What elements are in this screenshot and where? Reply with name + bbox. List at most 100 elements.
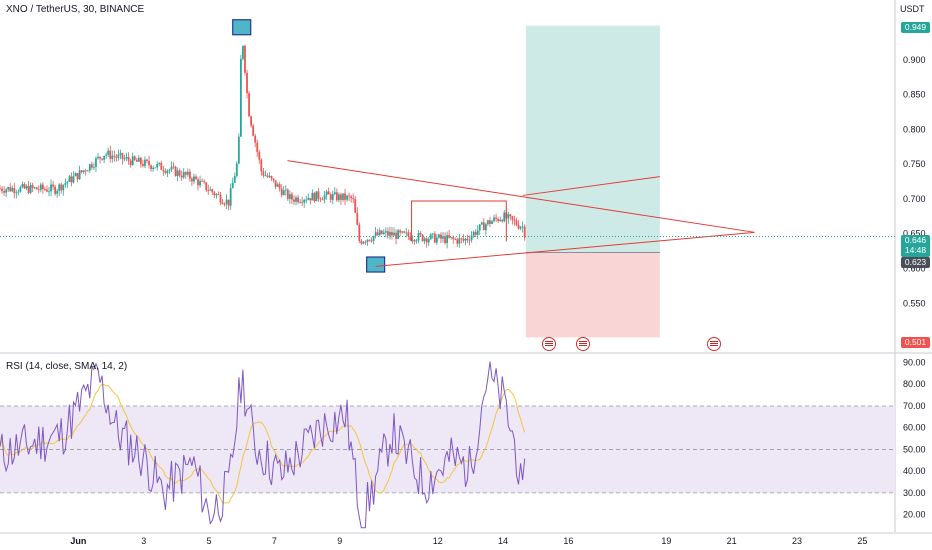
candle-body	[513, 219, 516, 221]
time-axis-tick: 23	[792, 536, 802, 546]
time-axis-tick: 19	[661, 536, 671, 546]
candle-body	[72, 176, 75, 183]
candle-body	[376, 232, 379, 236]
time-axis-tick: 7	[272, 536, 277, 546]
candle-body	[242, 45, 244, 59]
candle-body	[115, 156, 118, 158]
candle-body	[362, 241, 365, 244]
candle-body	[19, 187, 22, 192]
candle-body	[348, 195, 350, 197]
entry-price-tag: 0.623	[901, 257, 930, 268]
price-pane[interactable]: 0.550 0.600 0.650 0.700 0.750 0.800 0.850 0.900	[0, 0, 932, 532]
candle-body	[482, 222, 485, 231]
candle-body	[158, 162, 161, 164]
stop-price-tag: 0.501	[901, 337, 930, 348]
candle-body	[489, 220, 491, 224]
consolidation-range[interactable]	[411, 200, 507, 242]
rsi-axis-tick: 90.00	[903, 358, 926, 368]
candle-body	[344, 193, 346, 200]
candle-body	[274, 180, 277, 187]
candle-body	[331, 194, 334, 200]
candle-body	[27, 186, 30, 193]
candle-body	[239, 58, 242, 137]
trendline[interactable]	[287, 160, 755, 233]
candle-body	[491, 221, 493, 224]
candle-body	[391, 231, 393, 236]
candle-body	[107, 150, 110, 155]
candle-body	[95, 158, 97, 167]
candle-body	[117, 154, 120, 158]
time-axis[interactable]: Jun 3 5 7 9 12 14 16 19 21 23 25	[0, 532, 932, 546]
current-price-tag: 0.646 14:48	[901, 235, 930, 257]
candle-body	[17, 191, 20, 193]
candle-body	[244, 45, 246, 73]
us-flag-event-icon[interactable]	[542, 337, 556, 351]
trendline[interactable]	[522, 176, 660, 196]
candle-body	[446, 235, 448, 244]
candle-body	[260, 159, 263, 172]
trendline[interactable]	[375, 231, 755, 267]
candle-body	[305, 199, 308, 201]
candle-body	[60, 184, 63, 191]
candle-body	[180, 175, 183, 178]
us-flag-event-icon[interactable]	[576, 337, 590, 351]
candle-body	[88, 164, 91, 171]
candle-body	[346, 195, 348, 200]
candle-body	[468, 239, 471, 241]
candle-body	[3, 190, 5, 193]
candle-body	[256, 142, 259, 152]
stop-loss-zone[interactable]	[525, 252, 660, 338]
current-price-countdown: 14:48	[904, 245, 927, 255]
candle-body	[215, 194, 218, 196]
symbol-title[interactable]: XNO / TetherUS, 30, BINANCE	[6, 4, 145, 15]
candle-body	[0, 188, 1, 190]
us-flag-event-icon[interactable]	[707, 337, 721, 351]
rsi-pane[interactable]: 20.00 30.00 40.00 50.00 60.00 70.00 80.00 90.00	[0, 358, 926, 529]
rsi-axis-tick: 80.00	[903, 379, 926, 389]
candle-body	[276, 184, 279, 187]
time-axis-tick: 12	[433, 536, 443, 546]
candle-body	[84, 170, 87, 172]
rsi-line	[0, 361, 526, 529]
candle-body	[333, 192, 336, 195]
candle-body	[146, 159, 148, 161]
rsi-axis-tick: 40.00	[903, 466, 926, 476]
candle-body	[74, 173, 77, 177]
price-marker[interactable]	[366, 256, 386, 273]
candle-body	[487, 220, 489, 225]
candle-body	[297, 197, 299, 203]
candle-body	[82, 170, 85, 173]
candle-body	[395, 232, 397, 239]
candle-body	[142, 163, 144, 166]
candle-body	[352, 198, 355, 200]
candle-body	[164, 171, 167, 173]
candle-body	[421, 234, 424, 241]
candle-body	[476, 230, 479, 235]
candle-body	[197, 179, 199, 186]
time-axis-tick: 14	[498, 536, 508, 546]
candle-body	[13, 188, 16, 194]
time-axis-tick: 21	[727, 536, 737, 546]
rsi-ma-line	[0, 383, 526, 504]
candle-body	[35, 187, 38, 190]
candle-body	[264, 175, 267, 177]
take-profit-zone[interactable]	[525, 25, 660, 253]
candle-body	[474, 232, 477, 235]
price-axis-tick: 0.800	[903, 124, 926, 134]
candle-body	[266, 175, 269, 177]
candle-body	[417, 233, 420, 241]
candle-body	[125, 157, 128, 159]
candle-body	[111, 155, 114, 159]
price-axis-tick: 0.650	[903, 229, 926, 239]
candle-body	[54, 186, 57, 194]
candle-body	[307, 198, 310, 200]
candle-body	[389, 231, 391, 236]
candle-body	[223, 203, 226, 205]
candle-body	[195, 176, 197, 180]
time-axis-tick: 3	[141, 536, 146, 546]
rsi-title[interactable]: RSI (14, close, SMA, 14, 2)	[6, 361, 128, 372]
price-axis-tick: 0.900	[903, 55, 926, 65]
candle-body	[299, 201, 302, 203]
price-marker[interactable]	[232, 19, 252, 36]
